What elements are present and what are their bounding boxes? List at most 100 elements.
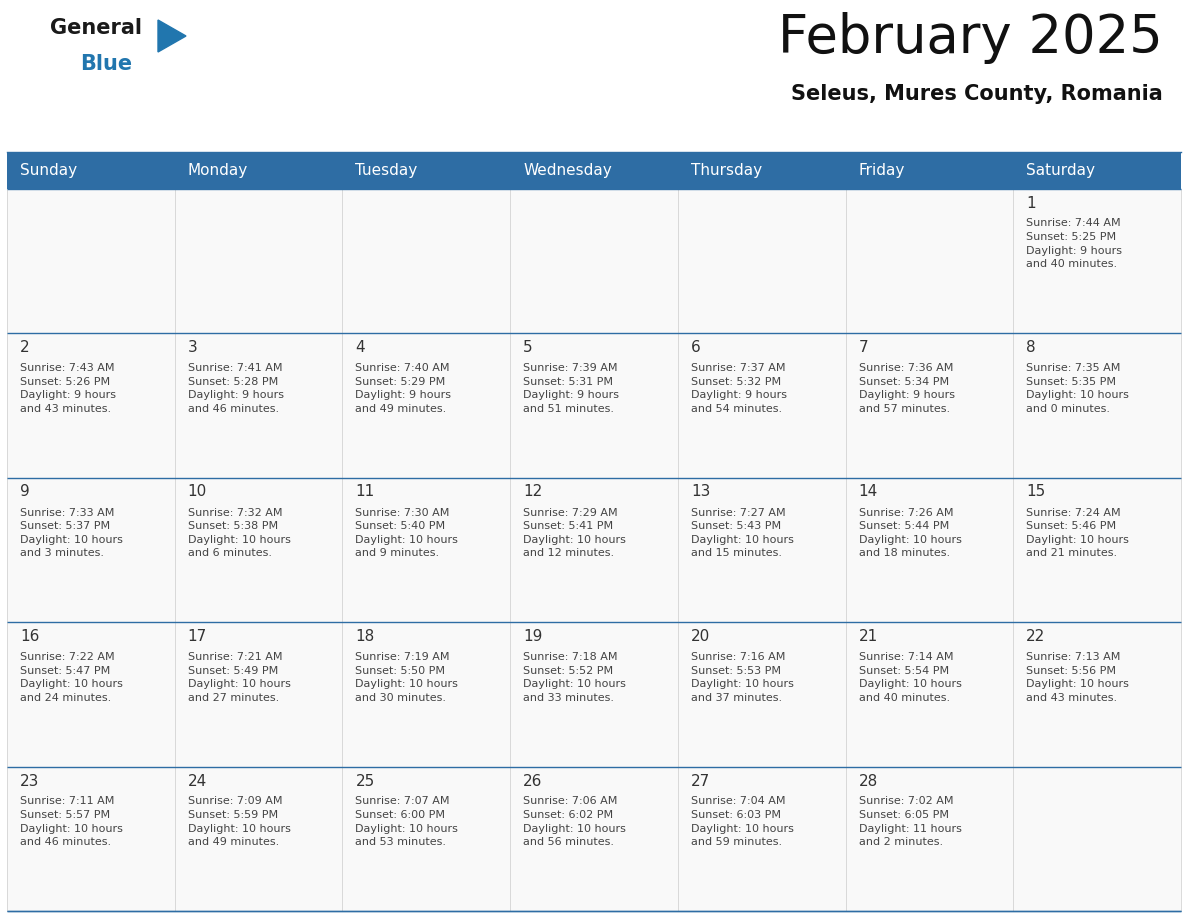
Text: Sunrise: 7:13 AM
Sunset: 5:56 PM
Daylight: 10 hours
and 43 minutes.: Sunrise: 7:13 AM Sunset: 5:56 PM Dayligh… bbox=[1026, 652, 1129, 703]
Text: Sunrise: 7:07 AM
Sunset: 6:00 PM
Daylight: 10 hours
and 53 minutes.: Sunrise: 7:07 AM Sunset: 6:00 PM Dayligh… bbox=[355, 797, 459, 847]
Bar bbox=[510, 188, 678, 333]
Text: Sunrise: 7:26 AM
Sunset: 5:44 PM
Daylight: 10 hours
and 18 minutes.: Sunrise: 7:26 AM Sunset: 5:44 PM Dayligh… bbox=[859, 508, 961, 558]
Text: Sunrise: 7:41 AM
Sunset: 5:28 PM
Daylight: 9 hours
and 46 minutes.: Sunrise: 7:41 AM Sunset: 5:28 PM Dayligh… bbox=[188, 363, 284, 414]
Bar bbox=[7, 622, 175, 767]
Bar bbox=[7, 152, 1181, 188]
Text: Sunrise: 7:37 AM
Sunset: 5:32 PM
Daylight: 9 hours
and 54 minutes.: Sunrise: 7:37 AM Sunset: 5:32 PM Dayligh… bbox=[691, 363, 786, 414]
Text: Sunrise: 7:18 AM
Sunset: 5:52 PM
Daylight: 10 hours
and 33 minutes.: Sunrise: 7:18 AM Sunset: 5:52 PM Dayligh… bbox=[523, 652, 626, 703]
Bar bbox=[510, 333, 678, 477]
Text: General: General bbox=[50, 18, 143, 38]
Text: Sunrise: 7:35 AM
Sunset: 5:35 PM
Daylight: 10 hours
and 0 minutes.: Sunrise: 7:35 AM Sunset: 5:35 PM Dayligh… bbox=[1026, 363, 1129, 414]
Text: 14: 14 bbox=[859, 485, 878, 499]
Text: Sunrise: 7:30 AM
Sunset: 5:40 PM
Daylight: 10 hours
and 9 minutes.: Sunrise: 7:30 AM Sunset: 5:40 PM Dayligh… bbox=[355, 508, 459, 558]
Text: February 2025: February 2025 bbox=[778, 12, 1163, 64]
Text: Saturday: Saturday bbox=[1026, 162, 1095, 178]
Bar bbox=[1013, 622, 1181, 767]
Text: Sunrise: 7:32 AM
Sunset: 5:38 PM
Daylight: 10 hours
and 6 minutes.: Sunrise: 7:32 AM Sunset: 5:38 PM Dayligh… bbox=[188, 508, 291, 558]
Text: Sunrise: 7:24 AM
Sunset: 5:46 PM
Daylight: 10 hours
and 21 minutes.: Sunrise: 7:24 AM Sunset: 5:46 PM Dayligh… bbox=[1026, 508, 1129, 558]
Text: Tuesday: Tuesday bbox=[355, 162, 418, 178]
Text: 3: 3 bbox=[188, 340, 197, 355]
Bar bbox=[678, 622, 846, 767]
Text: 19: 19 bbox=[523, 629, 543, 644]
Text: Sunrise: 7:39 AM
Sunset: 5:31 PM
Daylight: 9 hours
and 51 minutes.: Sunrise: 7:39 AM Sunset: 5:31 PM Dayligh… bbox=[523, 363, 619, 414]
Bar bbox=[175, 767, 342, 911]
Text: 17: 17 bbox=[188, 629, 207, 644]
Bar bbox=[7, 767, 175, 911]
Text: Sunday: Sunday bbox=[20, 162, 77, 178]
Bar bbox=[342, 333, 510, 477]
Text: 11: 11 bbox=[355, 485, 374, 499]
Bar bbox=[678, 188, 846, 333]
Text: Sunrise: 7:16 AM
Sunset: 5:53 PM
Daylight: 10 hours
and 37 minutes.: Sunrise: 7:16 AM Sunset: 5:53 PM Dayligh… bbox=[691, 652, 794, 703]
Bar bbox=[510, 477, 678, 622]
Bar bbox=[342, 188, 510, 333]
Bar bbox=[678, 333, 846, 477]
Text: 24: 24 bbox=[188, 774, 207, 789]
Bar bbox=[342, 767, 510, 911]
Text: Sunrise: 7:06 AM
Sunset: 6:02 PM
Daylight: 10 hours
and 56 minutes.: Sunrise: 7:06 AM Sunset: 6:02 PM Dayligh… bbox=[523, 797, 626, 847]
Text: 20: 20 bbox=[691, 629, 710, 644]
Text: Sunrise: 7:02 AM
Sunset: 6:05 PM
Daylight: 11 hours
and 2 minutes.: Sunrise: 7:02 AM Sunset: 6:05 PM Dayligh… bbox=[859, 797, 961, 847]
Text: 12: 12 bbox=[523, 485, 543, 499]
Text: 1: 1 bbox=[1026, 196, 1036, 210]
Text: Friday: Friday bbox=[859, 162, 905, 178]
Bar bbox=[678, 767, 846, 911]
Bar bbox=[678, 477, 846, 622]
Text: 25: 25 bbox=[355, 774, 374, 789]
Bar bbox=[1013, 188, 1181, 333]
Text: 16: 16 bbox=[20, 629, 39, 644]
Text: 21: 21 bbox=[859, 629, 878, 644]
Text: Seleus, Mures County, Romania: Seleus, Mures County, Romania bbox=[791, 84, 1163, 104]
Text: Sunrise: 7:43 AM
Sunset: 5:26 PM
Daylight: 9 hours
and 43 minutes.: Sunrise: 7:43 AM Sunset: 5:26 PM Dayligh… bbox=[20, 363, 116, 414]
Bar bbox=[846, 188, 1013, 333]
Bar bbox=[1013, 767, 1181, 911]
Text: 6: 6 bbox=[691, 340, 701, 355]
Bar bbox=[846, 333, 1013, 477]
Text: Thursday: Thursday bbox=[691, 162, 762, 178]
Text: Blue: Blue bbox=[80, 54, 132, 74]
Text: Sunrise: 7:33 AM
Sunset: 5:37 PM
Daylight: 10 hours
and 3 minutes.: Sunrise: 7:33 AM Sunset: 5:37 PM Dayligh… bbox=[20, 508, 122, 558]
Text: 4: 4 bbox=[355, 340, 365, 355]
Text: 9: 9 bbox=[20, 485, 30, 499]
Text: 18: 18 bbox=[355, 629, 374, 644]
Bar bbox=[846, 622, 1013, 767]
Bar bbox=[1013, 477, 1181, 622]
Text: 8: 8 bbox=[1026, 340, 1036, 355]
Text: Sunrise: 7:40 AM
Sunset: 5:29 PM
Daylight: 9 hours
and 49 minutes.: Sunrise: 7:40 AM Sunset: 5:29 PM Dayligh… bbox=[355, 363, 451, 414]
Text: Sunrise: 7:21 AM
Sunset: 5:49 PM
Daylight: 10 hours
and 27 minutes.: Sunrise: 7:21 AM Sunset: 5:49 PM Dayligh… bbox=[188, 652, 291, 703]
Text: 2: 2 bbox=[20, 340, 30, 355]
Bar bbox=[846, 477, 1013, 622]
Text: Sunrise: 7:04 AM
Sunset: 6:03 PM
Daylight: 10 hours
and 59 minutes.: Sunrise: 7:04 AM Sunset: 6:03 PM Dayligh… bbox=[691, 797, 794, 847]
Bar bbox=[510, 767, 678, 911]
Text: Sunrise: 7:22 AM
Sunset: 5:47 PM
Daylight: 10 hours
and 24 minutes.: Sunrise: 7:22 AM Sunset: 5:47 PM Dayligh… bbox=[20, 652, 122, 703]
Text: Sunrise: 7:29 AM
Sunset: 5:41 PM
Daylight: 10 hours
and 12 minutes.: Sunrise: 7:29 AM Sunset: 5:41 PM Dayligh… bbox=[523, 508, 626, 558]
Text: 27: 27 bbox=[691, 774, 710, 789]
Text: 22: 22 bbox=[1026, 629, 1045, 644]
Bar bbox=[175, 622, 342, 767]
Text: 13: 13 bbox=[691, 485, 710, 499]
Text: Sunrise: 7:19 AM
Sunset: 5:50 PM
Daylight: 10 hours
and 30 minutes.: Sunrise: 7:19 AM Sunset: 5:50 PM Dayligh… bbox=[355, 652, 459, 703]
Bar bbox=[175, 333, 342, 477]
Text: Sunrise: 7:36 AM
Sunset: 5:34 PM
Daylight: 9 hours
and 57 minutes.: Sunrise: 7:36 AM Sunset: 5:34 PM Dayligh… bbox=[859, 363, 955, 414]
Text: Sunrise: 7:14 AM
Sunset: 5:54 PM
Daylight: 10 hours
and 40 minutes.: Sunrise: 7:14 AM Sunset: 5:54 PM Dayligh… bbox=[859, 652, 961, 703]
Bar bbox=[846, 767, 1013, 911]
Text: Sunrise: 7:44 AM
Sunset: 5:25 PM
Daylight: 9 hours
and 40 minutes.: Sunrise: 7:44 AM Sunset: 5:25 PM Dayligh… bbox=[1026, 218, 1123, 269]
Bar bbox=[342, 477, 510, 622]
Bar bbox=[7, 477, 175, 622]
Bar bbox=[175, 477, 342, 622]
Text: 7: 7 bbox=[859, 340, 868, 355]
Text: 23: 23 bbox=[20, 774, 39, 789]
Text: Sunrise: 7:11 AM
Sunset: 5:57 PM
Daylight: 10 hours
and 46 minutes.: Sunrise: 7:11 AM Sunset: 5:57 PM Dayligh… bbox=[20, 797, 122, 847]
Text: Sunrise: 7:27 AM
Sunset: 5:43 PM
Daylight: 10 hours
and 15 minutes.: Sunrise: 7:27 AM Sunset: 5:43 PM Dayligh… bbox=[691, 508, 794, 558]
Bar bbox=[510, 622, 678, 767]
Text: 15: 15 bbox=[1026, 485, 1045, 499]
Text: Wednesday: Wednesday bbox=[523, 162, 612, 178]
Text: Sunrise: 7:09 AM
Sunset: 5:59 PM
Daylight: 10 hours
and 49 minutes.: Sunrise: 7:09 AM Sunset: 5:59 PM Dayligh… bbox=[188, 797, 291, 847]
Text: 26: 26 bbox=[523, 774, 543, 789]
Bar bbox=[7, 188, 175, 333]
Bar bbox=[175, 188, 342, 333]
Text: Monday: Monday bbox=[188, 162, 248, 178]
Polygon shape bbox=[158, 20, 187, 52]
Bar bbox=[342, 622, 510, 767]
Bar bbox=[1013, 333, 1181, 477]
